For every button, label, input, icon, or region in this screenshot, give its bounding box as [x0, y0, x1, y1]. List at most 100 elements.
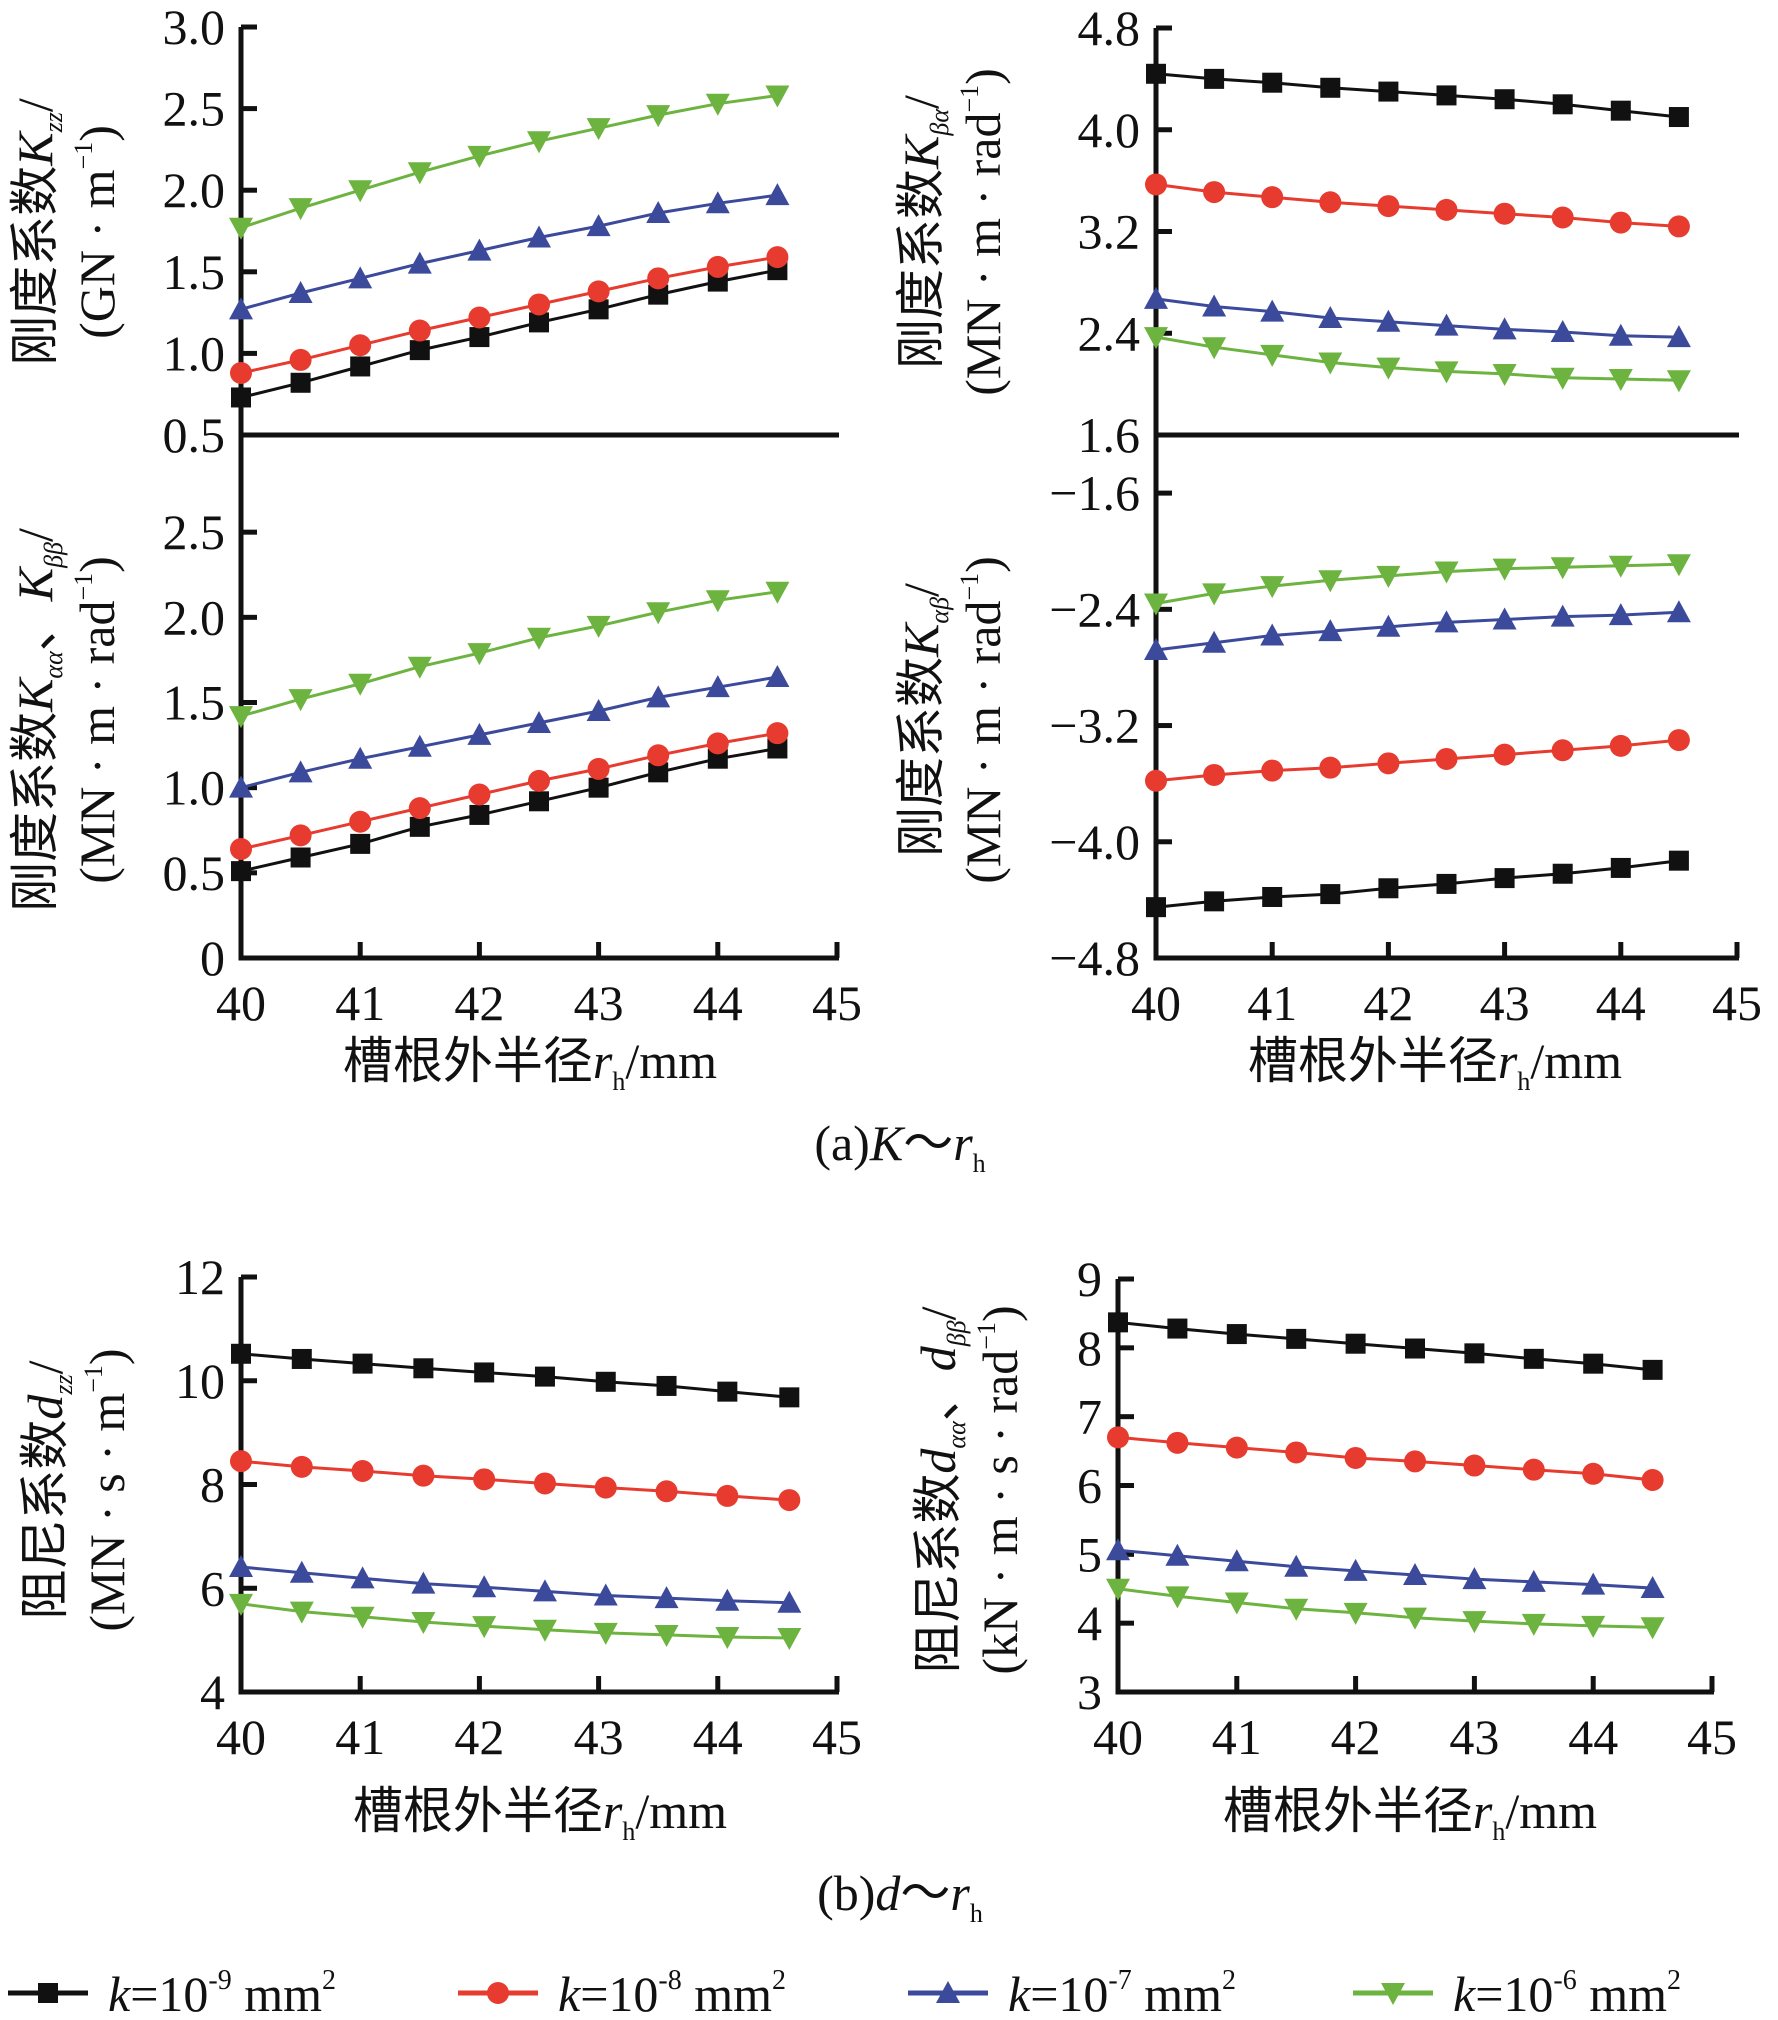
data-point [656, 1375, 677, 1396]
series-line [240, 731, 778, 851]
data-point [409, 340, 430, 361]
data-point [648, 284, 669, 305]
data-point [654, 1586, 679, 1609]
data-point [231, 1343, 251, 1364]
x-tick-label: 45 [812, 1709, 862, 1765]
series-line [240, 268, 778, 399]
legend-label: k=10-7 mm2 [1008, 1965, 1236, 2020]
data-point [1435, 747, 1458, 770]
y-tick-label: 3 [1077, 1664, 1102, 1720]
series-1 [1146, 63, 1689, 128]
y-tick-label: 12 [175, 1249, 225, 1305]
y-tick-label: 4.0 [1078, 102, 1141, 158]
data-point [1376, 357, 1401, 380]
data-point [1319, 191, 1342, 214]
series-line [240, 255, 778, 375]
legend-marker-icon [487, 1982, 509, 2004]
data-point [288, 689, 313, 712]
data-point [290, 372, 311, 393]
data-point [1523, 1348, 1544, 1369]
data-point [1320, 77, 1341, 98]
y-tick-label: 0 [200, 930, 225, 986]
data-point [1642, 1359, 1663, 1380]
data-point [1435, 198, 1458, 221]
data-point [705, 590, 730, 613]
series-3 [1106, 1538, 1665, 1599]
data-point [1521, 1613, 1546, 1636]
data-point [715, 1627, 740, 1650]
data-point [407, 162, 432, 185]
data-point [765, 183, 790, 206]
data-point [1463, 1454, 1486, 1477]
data-point [1286, 1328, 1307, 1349]
series-line [240, 675, 778, 790]
data-point [707, 748, 728, 769]
y-tick-label: 0.5 [163, 845, 226, 901]
data-point [1144, 593, 1168, 616]
data-point [1462, 1611, 1487, 1634]
data-point [647, 744, 670, 767]
data-point [469, 804, 490, 825]
series-line [1155, 297, 1679, 339]
data-point [1640, 1617, 1665, 1640]
data-point [467, 722, 492, 745]
data-point [467, 145, 492, 168]
data-point [588, 299, 609, 320]
y-tick-label: 2.5 [163, 504, 226, 560]
data-point [766, 246, 789, 269]
y-tick-label: −3.2 [1049, 698, 1140, 754]
data-point [532, 1579, 557, 1602]
data-point [527, 225, 551, 248]
data-point [1492, 558, 1517, 581]
data-point [1318, 305, 1343, 328]
data-point [350, 833, 371, 854]
svg-text:(kN · m · s · rad−1): (kN · m · s · rad−1) [972, 1305, 1028, 1674]
data-point [705, 93, 730, 116]
data-point [348, 180, 373, 203]
data-point [1261, 759, 1284, 782]
x-tick-label: 41 [1247, 975, 1297, 1031]
x-tick-label: 41 [335, 975, 385, 1031]
data-point [1436, 85, 1457, 106]
data-point [1285, 1441, 1308, 1464]
chart-dzz: 4 6 8 10 12 40 41 42 43 44 45 [175, 1249, 862, 1765]
data-point [411, 1571, 436, 1594]
series-4 [229, 581, 790, 729]
data-point [1551, 739, 1574, 762]
x-tick-label: 40 [1093, 1709, 1143, 1765]
data-point [1640, 1576, 1665, 1599]
data-point [469, 327, 490, 348]
data-point [777, 1590, 802, 1613]
ylabel-daa-dbb: 阻尼系数dαα、dββ/ (kN · m · s · rad−1) [910, 1305, 1028, 1674]
y-tick-label: 4.8 [1078, 0, 1141, 56]
series-line [240, 1459, 790, 1502]
data-point [1668, 850, 1689, 871]
data-point [765, 85, 790, 108]
x-tick-label: 41 [335, 1709, 385, 1765]
series-line [1155, 610, 1679, 652]
data-point [1378, 878, 1399, 899]
series-1 [231, 1343, 800, 1408]
data-point [654, 1624, 679, 1647]
data-point [1552, 863, 1573, 884]
data-point [1319, 756, 1342, 779]
data-point [1405, 1338, 1425, 1359]
data-point [705, 675, 730, 698]
data-point [408, 319, 431, 342]
data-point [474, 1362, 495, 1383]
data-point [1202, 337, 1227, 360]
ylabel-Kzz: 刚度系数Kzz/ (GN · m−1) [7, 98, 125, 366]
data-point [586, 214, 611, 237]
data-point [1284, 1598, 1309, 1621]
series-line [1117, 1320, 1653, 1372]
x-tick-label: 43 [574, 1709, 624, 1765]
data-point [586, 615, 611, 638]
series-2 [230, 1450, 801, 1512]
data-point [1144, 638, 1168, 661]
data-point [1494, 868, 1515, 889]
x-tick-label: 42 [454, 1709, 504, 1765]
data-point [777, 1628, 802, 1651]
data-point [1376, 565, 1401, 588]
